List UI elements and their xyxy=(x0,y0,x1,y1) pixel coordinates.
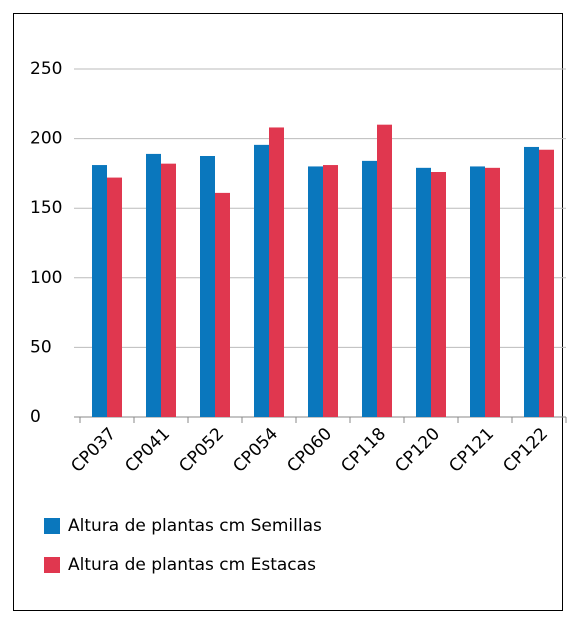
y-tick-label: 150 xyxy=(30,198,62,218)
bar xyxy=(107,177,122,417)
bar xyxy=(524,146,539,417)
y-tick-label: 50 xyxy=(30,337,52,357)
bar xyxy=(485,167,500,417)
y-tick-label: 250 xyxy=(30,59,62,79)
bar xyxy=(146,153,161,418)
bar xyxy=(362,160,377,417)
y-tick-label: 100 xyxy=(30,268,62,288)
legend-swatch xyxy=(44,518,60,534)
bar xyxy=(431,172,446,417)
legend-label: Altura de plantas cm Estacas xyxy=(68,555,316,575)
bar xyxy=(323,165,338,417)
bar xyxy=(161,163,176,417)
bar xyxy=(470,166,485,417)
bar xyxy=(269,127,284,418)
bar xyxy=(200,156,215,417)
legend-swatch xyxy=(44,557,60,573)
bar xyxy=(308,166,323,417)
bar xyxy=(254,144,269,417)
y-tick-label: 0 xyxy=(30,407,41,427)
bar xyxy=(215,192,230,417)
bar xyxy=(416,167,431,417)
legend-label: Altura de plantas cm Semillas xyxy=(68,516,322,536)
bar xyxy=(539,149,554,417)
bar xyxy=(92,165,107,417)
bar xyxy=(377,124,392,418)
y-tick-label: 200 xyxy=(30,129,62,149)
